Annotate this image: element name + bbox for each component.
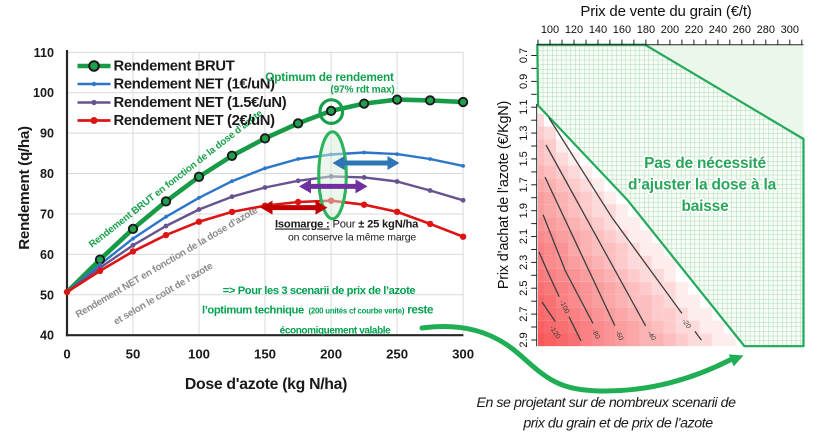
svg-text:=> Pour les 3 scenarii de prix: => Pour les 3 scenarii de prix de l’azot… xyxy=(223,285,416,297)
svg-text:0.9: 0.9 xyxy=(518,74,530,89)
svg-text:on conserve la même marge: on conserve la même marge xyxy=(288,232,416,244)
svg-text:50: 50 xyxy=(40,288,54,302)
svg-text:1.9: 1.9 xyxy=(518,203,530,218)
svg-text:260: 260 xyxy=(733,24,751,36)
svg-text:2.1: 2.1 xyxy=(518,229,530,244)
svg-text:l’optimum technique (200 unité: l’optimum technique (200 unités cf courb… xyxy=(202,304,434,317)
svg-text:200: 200 xyxy=(320,347,342,362)
svg-text:d’ajuster la dose à la: d’ajuster la dose à la xyxy=(628,177,777,194)
svg-text:Rendement NET (1€/uN): Rendement NET (1€/uN) xyxy=(114,77,276,93)
svg-text:110: 110 xyxy=(34,46,54,60)
svg-text:1.3: 1.3 xyxy=(518,125,530,140)
svg-text:2.5: 2.5 xyxy=(518,281,530,296)
svg-text:Rendement NET (2€/uN): Rendement NET (2€/uN) xyxy=(114,113,276,129)
svg-text:90: 90 xyxy=(40,127,54,141)
svg-text:300: 300 xyxy=(452,347,474,362)
svg-text:-80: -80 xyxy=(590,328,601,340)
svg-text:-60: -60 xyxy=(613,330,624,342)
svg-text:Prix de vente du grain (€/t): Prix de vente du grain (€/t) xyxy=(580,3,751,20)
svg-text:40: 40 xyxy=(40,329,54,343)
svg-text:1.1: 1.1 xyxy=(518,100,530,115)
svg-text:Dose d'azote (kg N/ha): Dose d'azote (kg N/ha) xyxy=(185,376,347,393)
svg-text:En se projetant sur de nombreu: En se projetant sur de nombreux scenarii… xyxy=(476,395,736,411)
svg-text:70: 70 xyxy=(40,208,54,222)
svg-text:200: 200 xyxy=(661,24,679,36)
svg-text:Rendement BRUT: Rendement BRUT xyxy=(114,59,235,75)
svg-text:240: 240 xyxy=(709,24,727,36)
svg-text:-40: -40 xyxy=(645,330,656,342)
svg-text:140: 140 xyxy=(589,24,607,36)
svg-text:2.7: 2.7 xyxy=(518,306,530,321)
svg-text:100: 100 xyxy=(33,86,54,100)
svg-text:120: 120 xyxy=(565,24,583,36)
svg-text:2.9: 2.9 xyxy=(518,332,530,347)
svg-text:baisse: baisse xyxy=(681,198,729,215)
svg-text:Rendement NET (1.5€/uN): Rendement NET (1.5€/uN) xyxy=(114,95,287,111)
svg-text:50: 50 xyxy=(126,347,141,362)
svg-text:180: 180 xyxy=(637,24,655,36)
svg-text:280: 280 xyxy=(757,24,775,36)
svg-text:80: 80 xyxy=(40,167,54,181)
svg-text:0: 0 xyxy=(63,347,70,362)
svg-text:Prix d’achat de l’azote (€/KgN: Prix d’achat de l’azote (€/KgN) xyxy=(496,101,512,289)
svg-text:Rendement (q/ha): Rendement (q/ha) xyxy=(16,126,33,250)
svg-text:60: 60 xyxy=(40,248,54,262)
svg-text:-20: -20 xyxy=(680,318,692,330)
svg-text:150: 150 xyxy=(254,347,276,362)
svg-text:1.7: 1.7 xyxy=(518,177,530,192)
svg-text:Isomarge : Pour ± 25 kgN/ha: Isomarge : Pour ± 25 kgN/ha xyxy=(275,219,419,231)
svg-text:0.7: 0.7 xyxy=(518,48,530,63)
svg-text:1.5: 1.5 xyxy=(518,151,530,166)
svg-text:Optimum de rendement: Optimum de rendement xyxy=(265,70,394,84)
svg-text:2.3: 2.3 xyxy=(518,255,530,270)
svg-text:250: 250 xyxy=(386,347,408,362)
svg-text:160: 160 xyxy=(613,24,631,36)
svg-text:Pas de nécessité: Pas de nécessité xyxy=(644,155,766,172)
svg-text:300: 300 xyxy=(781,24,799,36)
svg-text:220: 220 xyxy=(685,24,703,36)
svg-text:100: 100 xyxy=(541,24,559,36)
svg-text:100: 100 xyxy=(188,347,210,362)
svg-text:(97% rdt max): (97% rdt max) xyxy=(330,85,394,96)
svg-text:économiquement valable: économiquement valable xyxy=(280,326,392,337)
svg-text:prix du grain et de prix de l’: prix du grain et de prix de l’azote xyxy=(522,416,713,432)
